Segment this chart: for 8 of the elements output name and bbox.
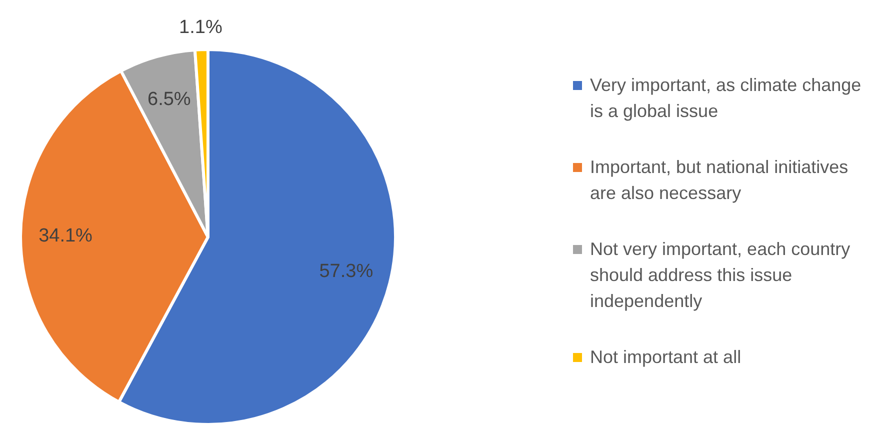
data-label: 1.1% [179,16,222,38]
data-label: 57.3% [319,261,374,282]
legend-label: Very important, as climate change is a global issue [590,74,862,123]
legend-label: Not very important, each country should address this issue independently [590,238,852,313]
legend-label: Not important at all [590,346,742,369]
legend-label: Important, but national initiatives are also necessary [590,156,850,205]
data-label: 6.5% [148,89,191,110]
data-label: 34.1% [38,225,93,246]
